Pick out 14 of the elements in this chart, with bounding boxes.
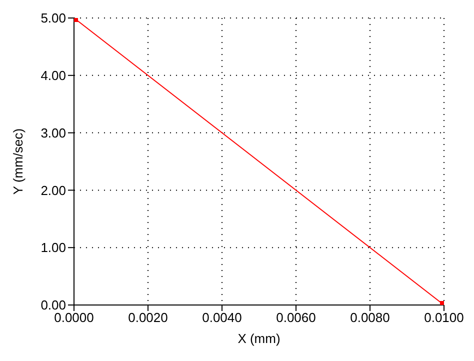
x-tick-label: 0.0020: [128, 310, 168, 326]
x-tick-label: 0.0100: [424, 310, 464, 326]
x-tick-label: 0.0040: [202, 310, 242, 326]
y-tick-label: 5.00: [40, 10, 66, 26]
y-tick-label: 2.00: [40, 182, 66, 198]
y-tick-label: 1.00: [40, 240, 66, 256]
x-tick-label: 0.0080: [350, 310, 390, 326]
x-tick-label: 0.0060: [276, 310, 316, 326]
y-tick-label: 3.00: [40, 125, 66, 140]
y-tick-label: 0.00: [40, 298, 66, 313]
y-axis-title: Y (mm/sec): [10, 128, 26, 195]
x-axis-title: X (mm): [238, 331, 280, 346]
x-tick-label: 0.0000: [54, 310, 94, 326]
y-tick-label: 4.00: [40, 68, 66, 84]
